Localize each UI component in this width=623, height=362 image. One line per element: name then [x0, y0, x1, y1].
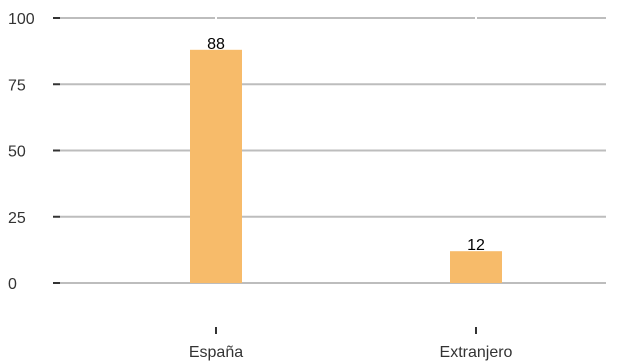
y-tick-label-50: 50 — [8, 144, 26, 161]
y-tick-label-75: 75 — [8, 77, 26, 94]
y-tick-label-25: 25 — [8, 210, 26, 227]
y-tick-label-0: 0 — [8, 276, 17, 293]
bar-2 — [450, 251, 502, 283]
y-axis: 0 25 50 75 100 — [8, 11, 60, 293]
data-label-2: 12 — [467, 237, 485, 254]
bar-1 — [190, 49, 242, 283]
bars — [190, 49, 502, 283]
grid-lines — [60, 17, 606, 284]
data-label-1: 88 — [207, 36, 225, 53]
x-axis: España Extranjero — [189, 327, 513, 361]
x-tick-label-2: Extranjero — [440, 344, 513, 361]
data-labels: 88 12 — [207, 36, 485, 254]
x-tick-label-1: España — [189, 344, 243, 361]
y-tick-label-100: 100 — [8, 11, 35, 28]
